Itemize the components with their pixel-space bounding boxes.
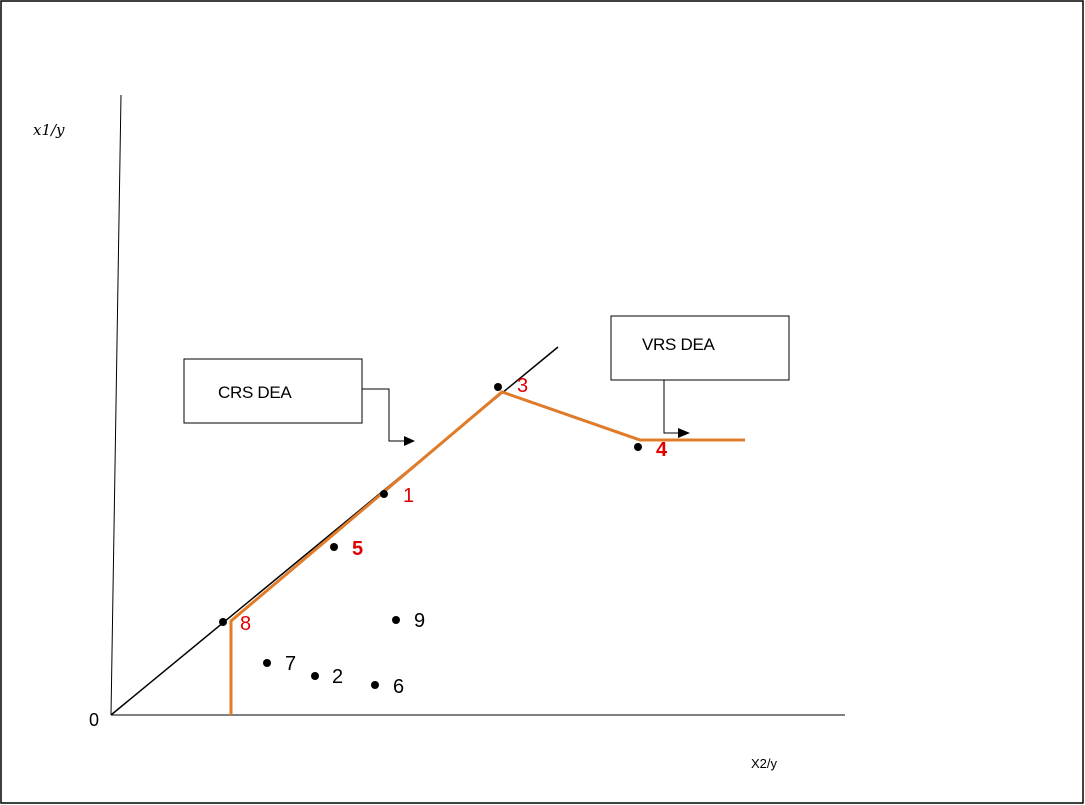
dmu-label-4: 4 [656, 439, 668, 461]
dmu-marker-4 [634, 443, 642, 451]
dmu-marker-6 [371, 681, 379, 689]
dmu-label-3: 3 [517, 375, 528, 397]
dmu-label-9: 9 [414, 610, 425, 632]
origin-label: 0 [89, 710, 99, 730]
crs-dea-box [183, 358, 363, 424]
dmu-label-7: 7 [285, 653, 296, 675]
vrs-frontier-line [229, 390, 745, 715]
dmu-marker-9 [392, 616, 400, 624]
crs-dea-label: CRS DEA [218, 383, 292, 402]
dmu-marker-5 [330, 543, 338, 551]
dmu-marker-7 [263, 659, 271, 667]
dmu-marker-8 [219, 618, 227, 626]
vrs-callout-arrow [639, 379, 678, 434]
dmu-point-2: 2 [311, 666, 343, 688]
dmu-label-2: 2 [332, 666, 343, 688]
dmu-label-5: 5 [352, 538, 363, 560]
dmu-point-9: 9 [392, 610, 425, 632]
crs-callout-arrow [362, 388, 404, 442]
dmu-point-4: 4 [634, 439, 668, 461]
crs-arrowhead [404, 436, 415, 446]
dmu-point-7: 7 [263, 653, 296, 675]
dmu-label-1: 1 [403, 485, 414, 507]
dmu-point-3: 3 [494, 375, 528, 397]
dmu-point-1: 1 [380, 485, 414, 507]
dmu-marker-1 [380, 490, 388, 498]
y-axis-label: x1/y [33, 121, 65, 139]
dmu-marker-2 [311, 672, 319, 680]
dmu-label-6: 6 [393, 676, 404, 698]
dmu-point-5: 5 [330, 538, 363, 560]
dmu-point-8: 8 [219, 613, 251, 635]
vrs-arrowhead [678, 428, 690, 438]
vrs-dea-box [610, 315, 790, 381]
vrs-dea-label: VRS DEA [642, 335, 715, 354]
x-axis-label: X2/y [751, 756, 778, 771]
y-axis [110, 94, 122, 716]
dmu-label-8: 8 [240, 613, 251, 635]
dmu-marker-3 [494, 383, 502, 391]
points-layer: 1 2 3 4 5 6 7 8 9 [219, 375, 668, 698]
dmu-point-6: 6 [371, 676, 404, 698]
